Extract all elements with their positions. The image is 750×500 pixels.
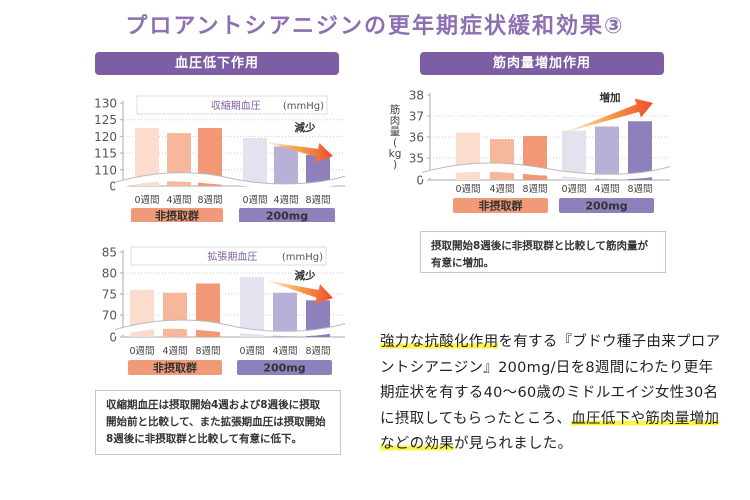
y-tick-label: 0 [109,331,117,345]
x-tick-label: 8週間 [522,183,547,195]
y-axis-label: ) [393,159,397,171]
y-tick-label: 0 [109,180,117,194]
group-label: 200mg [263,362,305,375]
description-text: 強力な抗酸化作用を有する『ブドウ種子由来プロアントシアニジン』200mg/日を8… [380,330,725,458]
x-tick-label: 4週間 [273,194,298,206]
chart-title: 拡張期血圧 [207,250,257,263]
x-tick-label: 4週間 [489,183,514,195]
group-label: 200mg [585,200,627,213]
y-tick-label: 70 [102,309,117,323]
y-tick-label: 38 [409,89,424,103]
trend-annotation: 増加 [600,91,621,104]
y-tick-label: 35 [409,152,424,166]
y-axis-label: 量 [390,126,401,138]
y-tick-label: 0 [416,174,424,188]
group-label-bg [128,360,222,375]
x-tick-label: 0週間 [129,345,154,357]
body-segment-highlight: 強力な抗酸化作用 [380,334,499,350]
bar [595,126,619,180]
y-tick-label: 75 [102,288,117,302]
group-label-bg [559,198,654,213]
x-tick-label: 0週間 [239,345,264,357]
group-label-bg [239,208,335,222]
bar [628,121,652,180]
y-tick-label: 37 [409,110,424,124]
group-label: 非摂取群 [153,361,197,375]
y-tick-label: 36 [409,131,424,145]
chart-unit: (mmHg) [282,252,323,263]
y-axis-label: kg [389,148,402,160]
group-label: 非摂取群 [479,199,523,213]
diastolic-bp-chart: 拡張期血圧 (mmHg) 85 80 75 70 0 0週間 4週間 8週間 0週間 4週間 8週間 減少… [102,246,346,375]
muscle-section-banner: 筋肉量増加作用 [420,52,664,75]
systolic-bp-chart: 収縮期血圧 (mmHg) 130 125 120 115 110 0 0週間 4週間 8週間 0週間 4… [94,95,346,223]
y-tick-label: 125 [94,113,117,127]
muscle-note-line: 有意に増加。 [431,257,494,269]
group-label: 非摂取群 [155,209,199,223]
x-tick-label: 4週間 [594,183,619,195]
axis-break-band [115,172,345,190]
x-tick-label: 0週間 [242,194,267,206]
x-tick-label: 4週間 [166,194,191,206]
bar [273,292,297,337]
trend-arrow [265,142,333,163]
bar [274,146,298,186]
x-tick-label: 4週間 [272,345,297,357]
x-tick-label: 8週間 [197,194,222,206]
group-label-bg [237,360,332,375]
group-label-bg [131,208,223,222]
trend-arrow [563,98,653,133]
body-segment: を有する『ブドウ種子由来プロアントシアニジン』200mg/日を8週間にわたり更年… [380,334,721,427]
chart-title-box [136,95,328,115]
x-tick-label: 0週間 [561,183,586,195]
group-label-bg [453,198,548,213]
trend-annotation: 減少 [295,269,316,282]
bar [240,277,264,337]
bp-note-line: 8週後に非摂取群と比較して有意に低下。 [106,433,302,445]
axis-break-line [421,162,671,175]
y-axis-label: ( [393,137,397,149]
y-tick-label: 80 [102,267,117,281]
trend-annotation: 減少 [295,121,316,134]
y-tick-label: 85 [102,246,117,260]
axis-break-line [114,319,346,332]
trend-arrow [265,280,333,304]
bp-section-banner: 血圧低下作用 [95,52,339,75]
bp-note-box: 収縮期血圧は摂取開始4週および8週後に摂取 開始前と比較して、また拡張期血圧は摂… [95,390,341,455]
y-tick-label: 115 [94,147,117,161]
y-tick-label: 130 [94,97,117,111]
group-label: 200mg [266,210,308,223]
axis-break-line [114,172,346,185]
y-axis-label: 筋 [390,103,401,116]
x-tick-label: 0週間 [134,194,159,206]
axis-break-band [422,163,670,180]
bp-note-line: 収縮期血圧は摂取開始4週および8週後に摂取 [106,399,321,411]
muscle-note-line: 摂取開始8週後に非摂取群と比較して筋肉量が [431,240,648,252]
bar [243,138,267,186]
x-tick-label: 8週間 [627,183,652,195]
body-segment: が見られました。 [454,436,573,452]
chart-title-box [130,246,327,266]
y-tick-label: 110 [94,163,117,177]
bar [456,132,480,180]
y-tick-label: 120 [94,130,117,144]
x-tick-label: 8週間 [195,345,220,357]
y-axis-label: 肉 [390,114,401,127]
bp-note-line: 開始前と比較して、また拡張期血圧は摂取開始 [106,416,326,428]
axis-break-band [115,320,345,337]
chart-unit: (mmHg) [283,101,324,112]
page-title: プロアントシアニジンの更年期症状緩和効果③ [125,14,625,39]
x-tick-label: 4週間 [162,345,187,357]
bar [490,139,514,180]
x-tick-label: 8週間 [305,194,330,206]
x-tick-label: 8週間 [305,345,330,357]
muscle-note-box: 摂取開始8週後に非摂取群と比較して筋肉量が 有意に増加。 [420,231,666,273]
chart-title: 収縮期血圧 [211,99,261,112]
bar [163,292,187,337]
x-tick-label: 0週間 [455,183,480,195]
